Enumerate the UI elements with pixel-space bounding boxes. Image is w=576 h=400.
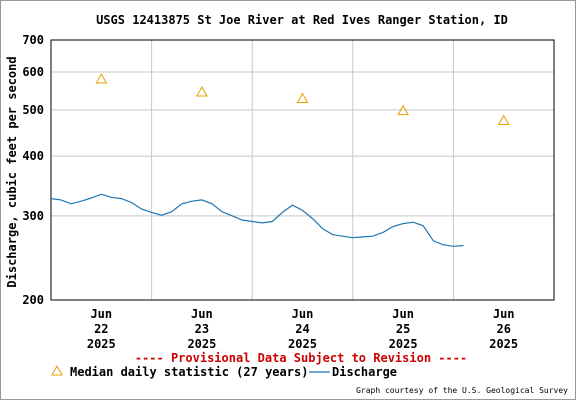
plot-area — [50, 39, 555, 301]
y-tick-label: 500 — [22, 103, 44, 117]
y-axis-ticks: 200 300 400 500 600 700 — [22, 33, 44, 307]
median-point — [196, 85, 208, 97]
x-tick-label: 26 — [496, 322, 510, 336]
x-tick-label: Jun — [191, 307, 213, 321]
x-axis-ticks: Jun222025Jun232025Jun242025Jun252025Jun2… — [87, 307, 518, 351]
y-tick-label: 200 — [22, 293, 44, 307]
median-point — [95, 72, 108, 84]
y-tick-label: 700 — [22, 33, 44, 47]
plot-grid — [51, 40, 554, 300]
x-tick-label: 22 — [94, 322, 108, 336]
y-tick-label: 300 — [22, 209, 44, 223]
x-tick-label: 25 — [396, 322, 410, 336]
x-tick-label: 24 — [295, 322, 309, 336]
x-tick-label: Jun — [292, 307, 314, 321]
x-tick-label: 2025 — [87, 337, 116, 351]
provisional-notice: ---- Provisional Data Subject to Revisio… — [135, 351, 467, 365]
x-tick-label: 2025 — [389, 337, 418, 351]
x-tick-label: 2025 — [288, 337, 317, 351]
median-point — [497, 114, 510, 125]
y-tick-label: 600 — [22, 65, 44, 79]
x-tick-label: 23 — [195, 322, 209, 336]
x-tick-label: Jun — [90, 307, 112, 321]
credit-text: Graph courtesy of the U.S. Geological Su… — [356, 386, 568, 395]
median-point — [296, 92, 309, 104]
discharge-series-line — [50, 193, 464, 247]
y-axis-label: Discharge, cubic feet per second — [5, 56, 19, 287]
median-series-points — [95, 72, 510, 125]
median-point — [397, 104, 409, 116]
legend-discharge-label: Discharge — [332, 365, 397, 379]
legend-median-triangle-icon — [51, 364, 63, 376]
y-tick-label: 400 — [22, 149, 44, 163]
x-tick-label: Jun — [392, 307, 414, 321]
legend: Median daily statistic (27 years) Discha… — [51, 364, 397, 379]
legend-median-label: Median daily statistic (27 years) — [70, 365, 308, 379]
x-tick-label: 2025 — [489, 337, 518, 351]
chart-title: USGS 12413875 St Joe River at Red Ives R… — [96, 13, 508, 27]
x-tick-label: 2025 — [187, 337, 216, 351]
x-tick-label: Jun — [493, 307, 515, 321]
